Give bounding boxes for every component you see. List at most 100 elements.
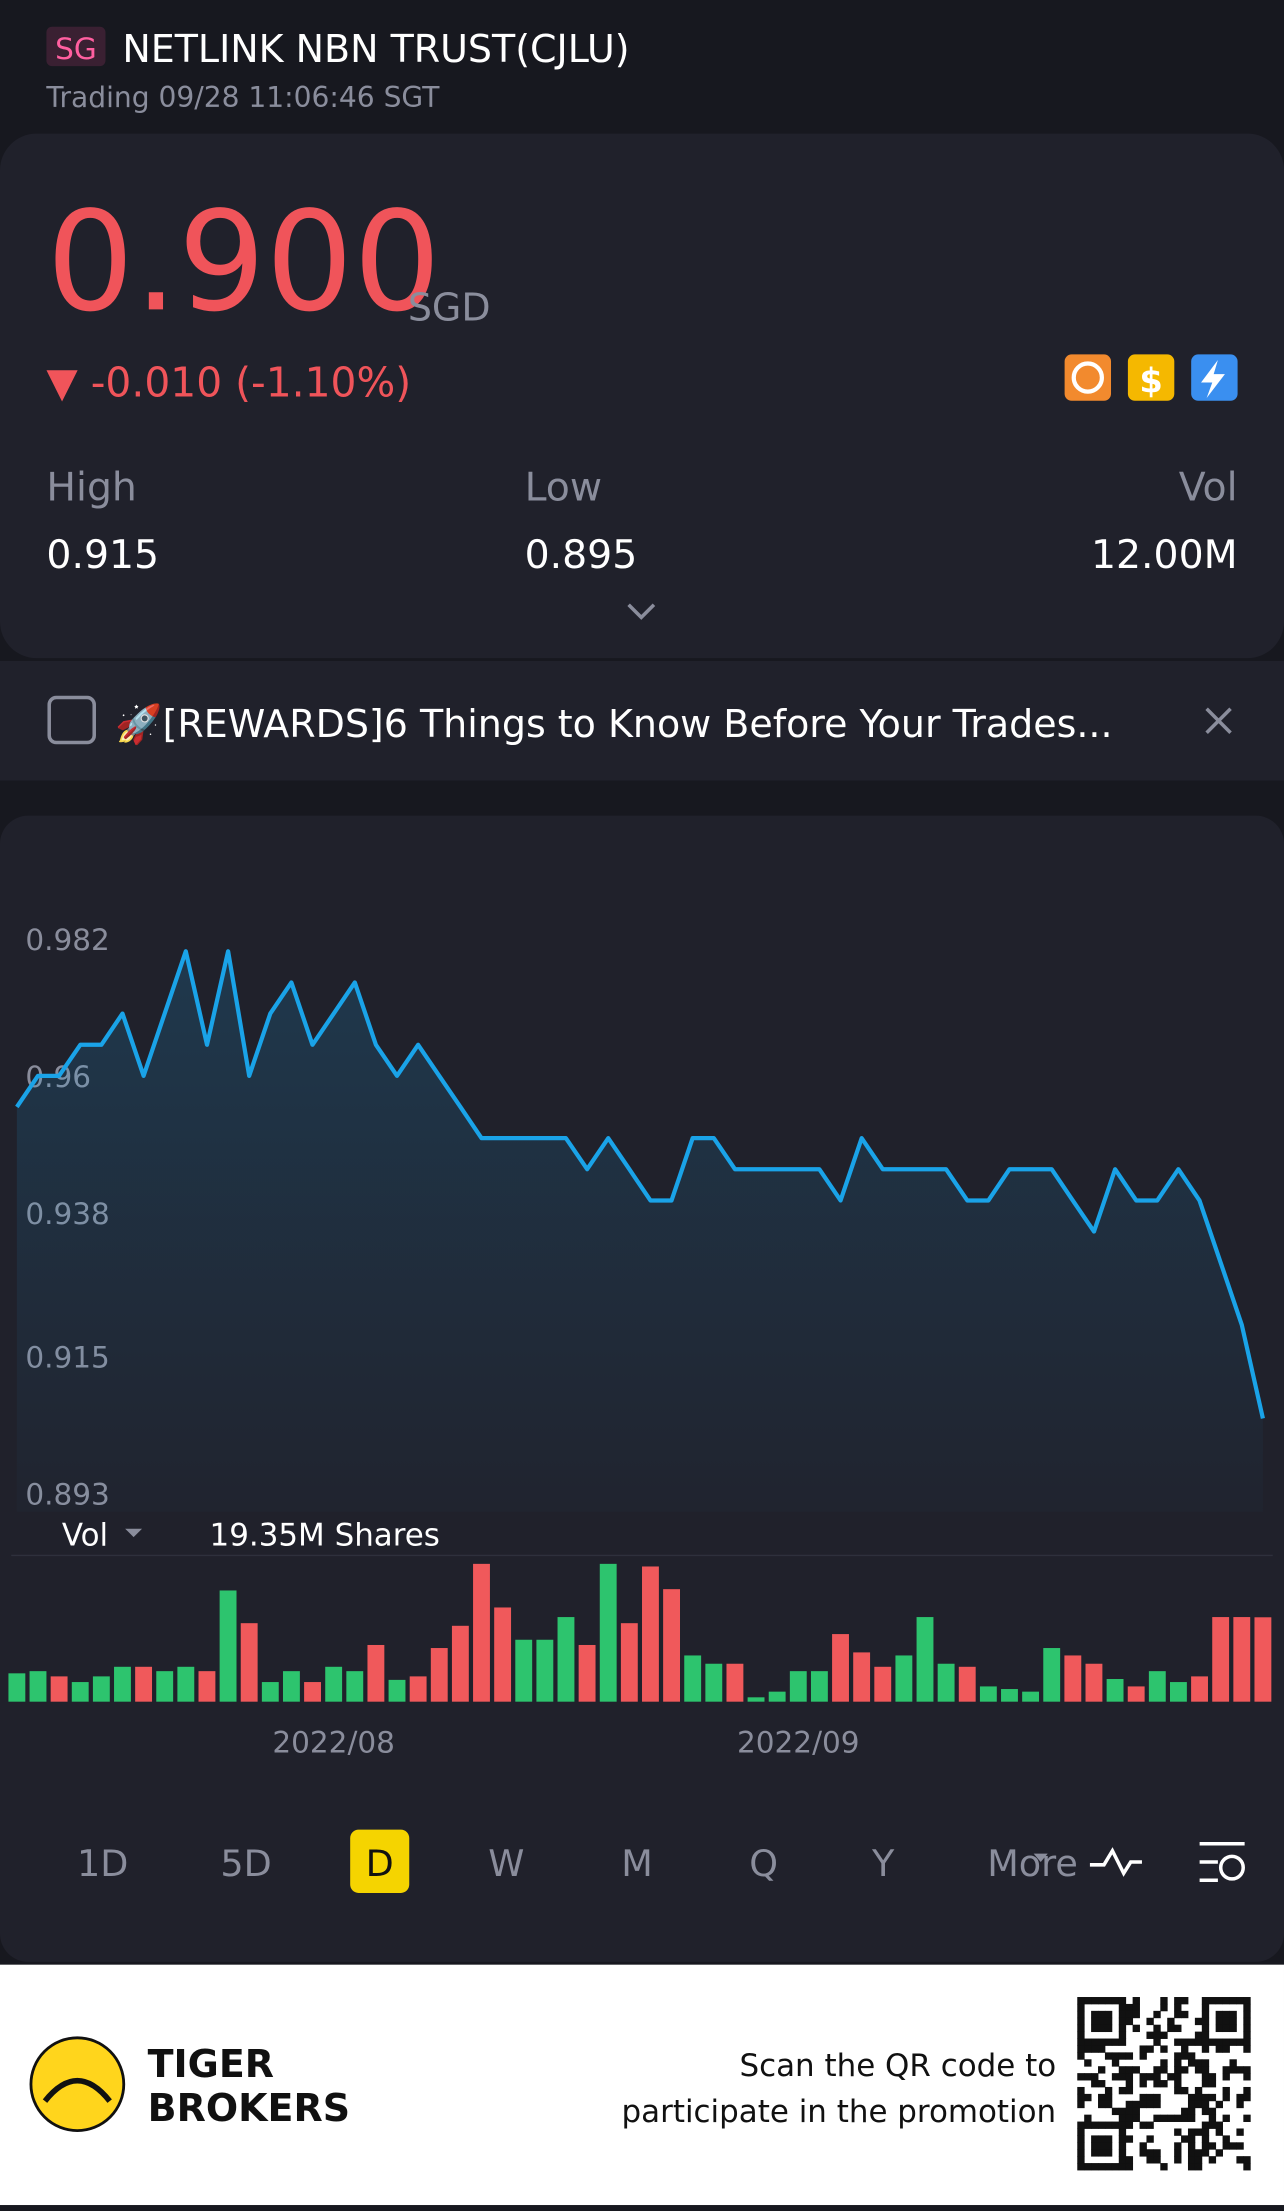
qr-cell: [1201, 2142, 1210, 2150]
qr-cell: [1139, 2142, 1147, 2150]
stat-label: Vol: [1179, 465, 1238, 511]
qr-cell: [1153, 2024, 1161, 2033]
banner[interactable]: [0, 660, 1284, 781]
qr-cell: [1139, 2100, 1147, 2109]
qr-cell: [1153, 2080, 1161, 2088]
qr-cell: [1208, 2093, 1217, 2102]
qr-cell: [1201, 2100, 1210, 2109]
qr-cell: [1084, 2059, 1092, 2067]
qr-cell: [1077, 2086, 1085, 2095]
footer: [0, 1964, 1284, 2206]
qr-cell: [1077, 2017, 1085, 2026]
qr-cell: [1174, 2142, 1182, 2150]
currency: SGD: [408, 286, 491, 330]
qr-cell: [1104, 2100, 1113, 2109]
qr-cell: [1201, 1997, 1210, 2005]
qr-cell: [1174, 2128, 1182, 2136]
qr-cell: [1125, 2010, 1134, 2019]
tab[interactable]: D: [366, 1842, 394, 1885]
volume-bar: [494, 1607, 512, 1702]
qr-cell: [1160, 2066, 1168, 2074]
qr-cell: [1084, 2114, 1092, 2122]
qr-cell: [1125, 2114, 1134, 2122]
volume-bar: [219, 1590, 237, 1702]
qr-cell: [1167, 2017, 1175, 2026]
qr-cell: [1132, 2024, 1140, 2033]
settings-button[interactable]: [1199, 1841, 1245, 1883]
qr-cell: [1222, 2066, 1230, 2074]
qr-cell: [1187, 2163, 1196, 2171]
volume-bar: [726, 1663, 744, 1702]
qr-cell: [1118, 2163, 1127, 2171]
qr-cell: [1208, 2142, 1217, 2150]
tab[interactable]: More: [987, 1842, 1078, 1885]
qr-cell: [1243, 2003, 1251, 2012]
indicator-button[interactable]: [1089, 1847, 1142, 1877]
qr-cell: [1222, 2142, 1230, 2150]
volume-bar: [684, 1655, 702, 1702]
qr-cell: [1243, 1997, 1251, 2005]
qr-cell: [1104, 2052, 1113, 2060]
promo: Scan the QR code to: [739, 2048, 1056, 2084]
qr-cell: [1111, 2059, 1120, 2067]
close[interactable]: [1205, 707, 1232, 734]
qr-cell: [1139, 2045, 1147, 2053]
volume-bar: [177, 1666, 195, 1702]
qr-cell: [1160, 1997, 1168, 2005]
tab[interactable]: 1D: [77, 1842, 128, 1885]
qr-cell: [1111, 2121, 1120, 2129]
qr-cell: [1139, 2149, 1147, 2157]
qr-cell: [1181, 2086, 1189, 2095]
qr-cell: [1111, 2107, 1120, 2116]
qr-cell: [1125, 2086, 1134, 2095]
volume-bar: [240, 1623, 258, 1702]
qr-cell: [1125, 2017, 1134, 2026]
tab[interactable]: Q: [749, 1842, 778, 1885]
volume-bar: [1233, 1617, 1251, 1702]
qr-cell: [1118, 2107, 1127, 2116]
icon[interactable]: [1064, 354, 1112, 401]
qr-cell: [1243, 2031, 1251, 2039]
volume-bar: [156, 1671, 174, 1702]
qr-cell: [1153, 2073, 1161, 2081]
tab[interactable]: W: [488, 1842, 524, 1885]
tab[interactable]: Y: [871, 1842, 895, 1885]
qr-cell: [1243, 2017, 1251, 2026]
qr-cell: [1118, 1997, 1127, 2005]
qr-cell: [1084, 2121, 1092, 2129]
qr-cell: [1146, 2149, 1154, 2157]
qr-cell: [1181, 2038, 1189, 2046]
qr-cell: [1243, 2024, 1251, 2033]
qr-cell: [1215, 2017, 1223, 2026]
tab[interactable]: M: [621, 1842, 653, 1885]
qr-cell: [1222, 2114, 1230, 2122]
qr-cell: [1139, 2052, 1147, 2060]
qr-cell: [1111, 1997, 1120, 2005]
qr-cell: [1104, 2024, 1113, 2033]
expand[interactable]: [627, 603, 656, 620]
qr-cell: [1194, 2100, 1203, 2109]
qr-cell: [1208, 1997, 1217, 2005]
qr-cell: [1118, 2121, 1127, 2129]
qr-cell: [1243, 2045, 1251, 2053]
qr-cell: [1236, 1997, 1244, 2005]
qr-cell: [1215, 2121, 1223, 2129]
qr-cell: [1201, 2003, 1210, 2012]
qr-cell: [1084, 2163, 1092, 2171]
qr-cell: [1091, 2073, 1099, 2081]
promo: participate in the promotion: [622, 2094, 1057, 2130]
qr-cell: [1236, 2128, 1244, 2136]
qr-cell: [1111, 2073, 1120, 2081]
qr-cell: [1104, 1997, 1113, 2005]
tab[interactable]: 5D: [220, 1842, 271, 1885]
volume-bar: [1212, 1617, 1230, 1702]
stat-value: 0.895: [525, 532, 638, 578]
volume-bar: [346, 1671, 364, 1702]
qr-cell: [1084, 2045, 1092, 2053]
dropdown: [125, 1528, 143, 1538]
vol-label[interactable]: Vol: [62, 1518, 108, 1554]
qr-cell: [1201, 2066, 1210, 2074]
qr-cell: [1174, 2149, 1182, 2157]
icon[interactable]: [1127, 354, 1175, 401]
